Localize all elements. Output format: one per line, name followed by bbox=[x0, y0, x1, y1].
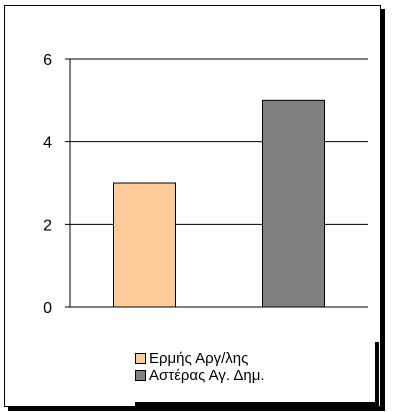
legend-swatch-2 bbox=[135, 370, 146, 381]
legend-label-2: Αστέρας Αγ. Δημ. bbox=[149, 367, 265, 384]
y-tick-label-0: 0 bbox=[43, 300, 52, 317]
y-tick-label-2: 2 bbox=[43, 217, 52, 234]
y-axis-ticks: 0 2 4 6 bbox=[43, 52, 52, 317]
bar-2 bbox=[262, 99, 325, 308]
legend: Ερμής Αργ/λης Αστέρας Αγ. Δημ. bbox=[135, 342, 379, 406]
y-tick-label-4: 4 bbox=[43, 135, 52, 152]
legend-label-1: Ερμής Αργ/λης bbox=[149, 350, 249, 367]
bars bbox=[113, 99, 325, 308]
bar-1 bbox=[113, 182, 176, 308]
y-tick-label-6: 6 bbox=[43, 52, 52, 69]
legend-item-2: Αστέρας Αγ. Δημ. bbox=[135, 367, 265, 384]
legend-swatch-1 bbox=[135, 353, 146, 364]
legend-item-1: Ερμής Αργ/λης bbox=[135, 350, 248, 367]
